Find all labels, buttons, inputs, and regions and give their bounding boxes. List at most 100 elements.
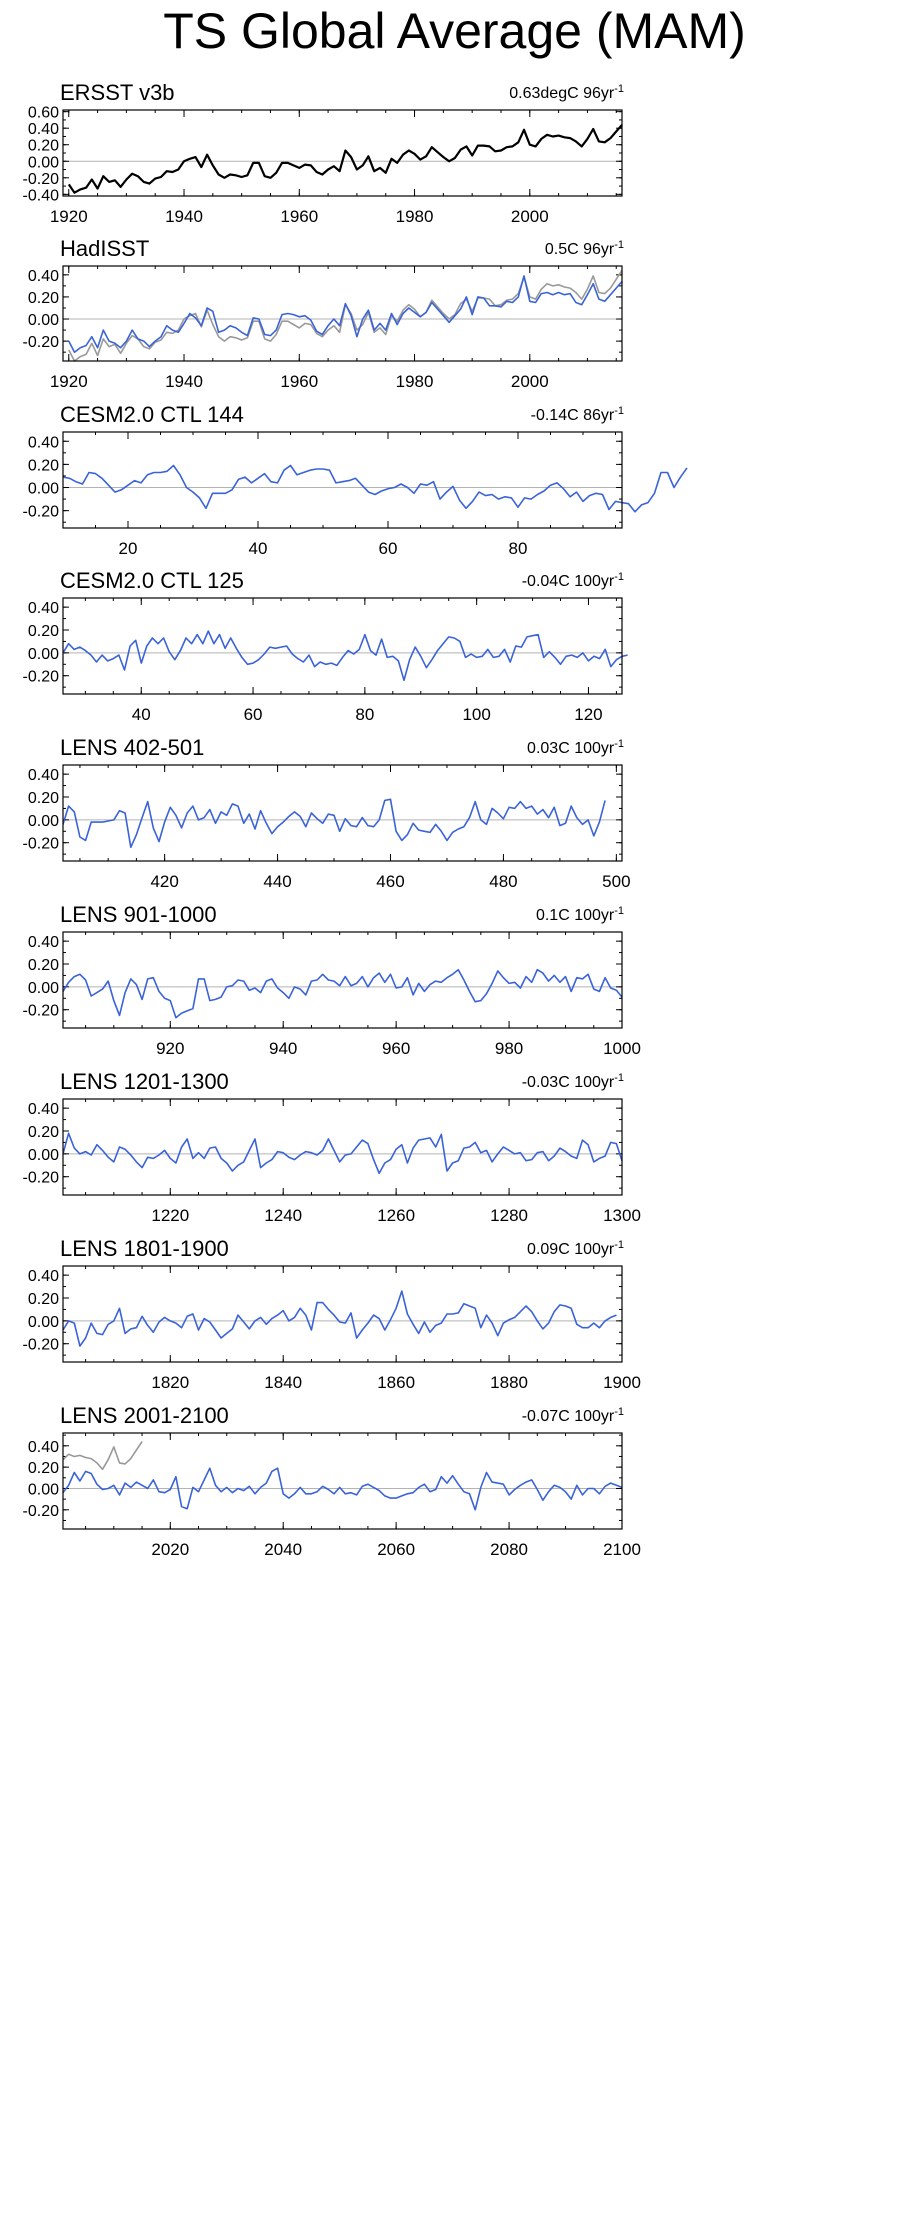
x-tick-label: 2040 (264, 1540, 302, 1559)
x-tick-label: 1980 (396, 372, 434, 391)
trend-value: -0.07C 100yr (522, 1408, 615, 1425)
y-tick-label: 0.40 (28, 1268, 59, 1285)
trend-label: 0.63degC 96yr-1 (509, 83, 624, 102)
chart-panel: LENS 901-1000 0.1C 100yr-1 -0.20 0.00 0.20 0.… (23, 902, 641, 1058)
trend-exponent: -1 (614, 571, 624, 583)
series-line (67, 124, 623, 194)
x-tick-label: 1000 (603, 1039, 641, 1058)
series-line (68, 269, 623, 362)
panel-title: ERSST v3b (60, 80, 175, 105)
x-tick-label: 1940 (165, 207, 203, 226)
trend-value: 0.1C 100yr (536, 907, 615, 924)
trend-exponent: -1 (614, 1072, 624, 1084)
x-tick-label: 500 (602, 872, 630, 891)
x-tick-label: 2000 (511, 207, 549, 226)
y-tick-label: 0.00 (28, 1314, 59, 1331)
y-tick-label: 0.20 (28, 457, 59, 474)
x-tick-label: 40 (249, 539, 268, 558)
x-tick-label: 1880 (490, 1373, 528, 1392)
x-tick-label: 1980 (396, 207, 434, 226)
y-tick-label: 0.20 (28, 1291, 59, 1308)
x-tick-label: 1960 (280, 207, 318, 226)
y-tick-label: -0.20 (23, 504, 60, 521)
trend-label: -0.04C 100yr-1 (522, 571, 624, 590)
x-tick-label: 1960 (280, 372, 318, 391)
y-tick-label: 0.40 (28, 121, 59, 138)
trend-label: 0.09C 100yr-1 (527, 1239, 624, 1258)
x-tick-label: 1840 (264, 1373, 302, 1392)
y-tick-label: 0.60 (28, 105, 59, 122)
chart-panel: LENS 1801-1900 0.09C 100yr-1 -0.20 0.00 0.20… (23, 1236, 641, 1392)
x-tick-label: 1240 (264, 1206, 302, 1225)
panel-title: CESM2.0 CTL 144 (60, 402, 244, 427)
y-tick-label: 0.20 (28, 138, 59, 155)
trend-exponent: -1 (614, 83, 624, 95)
x-tick-label: 1920 (50, 372, 88, 391)
x-tick-label: 480 (489, 872, 517, 891)
panel-title: LENS 1801-1900 (60, 1236, 229, 1261)
trend-label: -0.14C 86yr-1 (531, 405, 624, 424)
x-tick-label: 980 (495, 1039, 523, 1058)
y-tick-label: 0.00 (28, 154, 59, 171)
y-tick-label: 0.00 (28, 646, 59, 663)
y-tick-label: 0.40 (28, 600, 59, 617)
x-tick-label: 440 (263, 872, 291, 891)
x-tick-label: 2060 (377, 1540, 415, 1559)
trend-value: -0.14C 86yr (531, 407, 615, 424)
chart-panel: CESM2.0 CTL 144 -0.14C 86yr-1 -0.20 0.00 0.2… (23, 402, 688, 558)
trend-exponent: -1 (614, 239, 624, 251)
main-title: TS Global Average (MAM) (163, 3, 746, 59)
x-tick-label: 80 (509, 539, 528, 558)
trend-exponent: -1 (614, 905, 624, 917)
panel-title: CESM2.0 CTL 125 (60, 568, 244, 593)
panel-title: LENS 402-501 (60, 735, 204, 760)
y-tick-label: -0.20 (23, 334, 60, 351)
series-line (62, 1467, 623, 1511)
trend-value: -0.03C 100yr (522, 1074, 615, 1091)
trend-value: 0.5C 96yr (545, 241, 615, 258)
y-tick-label: 0.00 (28, 813, 59, 830)
chart-panel: ERSST v3b 0.63degC 96yr-1-0.40-0.200.000.… (23, 80, 624, 226)
y-tick-label: -0.40 (23, 187, 60, 204)
y-tick-label: -0.20 (23, 171, 60, 188)
plot-frame (62, 265, 623, 362)
trend-exponent: -1 (614, 738, 624, 750)
y-tick-label: 0.20 (28, 790, 59, 807)
y-tick-label: -0.20 (23, 1503, 60, 1520)
y-tick-label: -0.20 (23, 1337, 60, 1354)
panel-title: LENS 1201-1300 (60, 1069, 229, 1094)
y-tick-label: 0.40 (28, 268, 59, 285)
y-tick-label: 0.00 (28, 481, 59, 498)
x-tick-label: 2100 (603, 1540, 641, 1559)
series-line (62, 464, 688, 513)
y-tick-label: 0.20 (28, 623, 59, 640)
series-line (62, 798, 606, 849)
trend-exponent: -1 (614, 1406, 624, 1418)
trend-label: 0.5C 96yr-1 (545, 239, 624, 258)
plot-frame (62, 597, 623, 695)
plot-frame (62, 931, 623, 1029)
y-tick-label: -0.20 (23, 1170, 60, 1187)
x-tick-label: 1900 (603, 1373, 641, 1392)
panel-title: LENS 2001-2100 (60, 1403, 229, 1428)
y-tick-label: 0.40 (28, 767, 59, 784)
x-tick-label: 460 (376, 872, 404, 891)
x-tick-label: 1260 (377, 1206, 415, 1225)
y-tick-label: -0.20 (23, 836, 60, 853)
x-tick-label: 1220 (151, 1206, 189, 1225)
y-tick-label: -0.20 (23, 1003, 60, 1020)
trend-value: 0.03C 100yr (527, 740, 615, 757)
x-tick-label: 2020 (151, 1540, 189, 1559)
y-tick-label: 0.00 (28, 1481, 59, 1498)
chart-panel: CESM2.0 CTL 125 -0.04C 100yr-1 -0.20 0.00 0.… (23, 568, 628, 724)
y-tick-label: -0.20 (23, 669, 60, 686)
trend-value: 0.09C 100yr (527, 1241, 615, 1258)
y-tick-label: 0.40 (28, 434, 59, 451)
x-tick-label: 100 (462, 705, 490, 724)
y-tick-label: 0.00 (28, 312, 59, 329)
series-line (62, 968, 623, 1019)
chart-panel: HadISST 0.5C 96yr-1 -0.20 0.00 0.20 0.40 1920 1… (23, 236, 624, 391)
trend-label: -0.03C 100yr-1 (522, 1072, 624, 1091)
x-tick-label: 80 (355, 705, 374, 724)
